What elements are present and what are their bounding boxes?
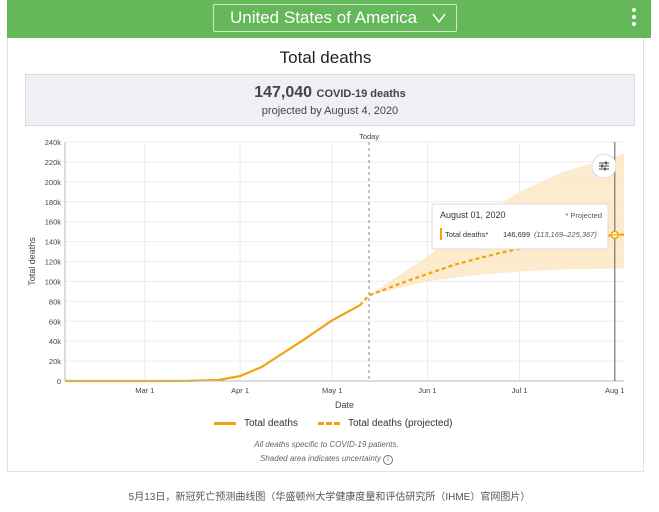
y-tick-label: 220k: [45, 158, 62, 167]
summary-box: 147,040 COVID-19 deaths projected by Aug…: [25, 74, 635, 126]
total-deaths-card: Total deaths 147,040 COVID-19 deaths pro…: [7, 38, 644, 472]
note-deaths-specific: All deaths specific to COVID-19 patients…: [254, 440, 399, 449]
y-tick-label: 80k: [49, 297, 61, 306]
summary-value: 147,040: [254, 84, 313, 101]
chart-filter-button[interactable]: [591, 153, 617, 179]
sliders-icon: [599, 161, 609, 171]
legend-label-total-deaths: Total deaths: [244, 418, 298, 429]
x-tick-label: Aug 1: [605, 386, 625, 395]
y-axis-title: Total deaths: [27, 237, 37, 286]
sliders-icon-knob: [601, 164, 603, 168]
note-uncertainty-text: Shaded area indicates uncertainty: [260, 454, 381, 463]
legend-label-projected: Total deaths (projected): [348, 418, 453, 429]
x-tick-label: May 1: [322, 386, 342, 395]
legend-solid-line-swatch: [214, 421, 236, 425]
y-tick-label: 120k: [45, 258, 62, 267]
legend-item-total-deaths[interactable]: Total deaths: [214, 418, 298, 429]
y-tick-label: 20k: [49, 357, 61, 366]
country-select-label: United States of America: [230, 8, 418, 27]
y-tick-label: 160k: [45, 218, 62, 227]
x-tick-label: Jul 1: [512, 386, 528, 395]
card-title: Total deaths: [279, 48, 372, 67]
y-tick-label: 140k: [45, 238, 62, 247]
chevron-down-icon: [432, 5, 446, 39]
note-uncertainty: Shaded area indicates uncertainty i: [8, 454, 645, 465]
more-vert-icon[interactable]: [631, 8, 637, 28]
y-tick-label: 180k: [45, 198, 62, 207]
summary-subtitle: projected by August 4, 2020: [261, 105, 399, 117]
tooltip-series-label: Total deaths*: [445, 230, 488, 239]
y-tick-label: 0: [57, 377, 61, 386]
series-line-total-deaths: [65, 304, 361, 383]
today-label: Today: [359, 132, 379, 141]
legend-dashed-line-swatch: [318, 421, 340, 425]
y-tick-label: 200k: [45, 178, 62, 187]
sliders-icon-knob: [604, 167, 606, 171]
info-icon[interactable]: i: [382, 455, 393, 465]
country-select[interactable]: United States of America: [213, 4, 457, 32]
tooltip-range: (113,169–225,367): [534, 230, 597, 239]
x-tick-label: Apr 1: [231, 386, 249, 395]
tooltip-value: 146,699: [503, 230, 530, 239]
y-tick-label: 40k: [49, 337, 61, 346]
tooltip-date: August 01, 2020: [440, 210, 506, 220]
y-tick-label: 60k: [49, 317, 61, 326]
x-tick-label: Jun 1: [418, 386, 436, 395]
top-bar: United States of America: [7, 0, 651, 38]
y-tick-label: 240k: [45, 138, 62, 147]
tooltip: August 01, 2020 * Projected Total deaths* 1…: [431, 203, 609, 250]
tooltip-box: [431, 203, 609, 250]
chart-legend: Total deaths Total deaths (projected): [8, 418, 645, 432]
x-axis-title: Date: [335, 400, 354, 410]
tooltip-swatch: [440, 228, 442, 240]
y-tick-label: 100k: [45, 277, 62, 286]
tooltip-projected-label: * Projected: [565, 211, 602, 220]
summary-unit: COVID-19 deaths: [316, 88, 406, 100]
x-tick-label: Mar 1: [135, 386, 154, 395]
sliders-icon-knob: [605, 161, 607, 165]
image-caption: 5月13日，新冠死亡预测曲线图（华盛顿州大学健康度量和评估研究所（IHME）官网…: [128, 492, 531, 503]
total-deaths-chart[interactable]: 0 20k 40k 60k 80k 100k 120k 140k 160k 180k 200k 220…: [8, 128, 645, 418]
legend-item-projected[interactable]: Total deaths (projected): [318, 418, 453, 429]
